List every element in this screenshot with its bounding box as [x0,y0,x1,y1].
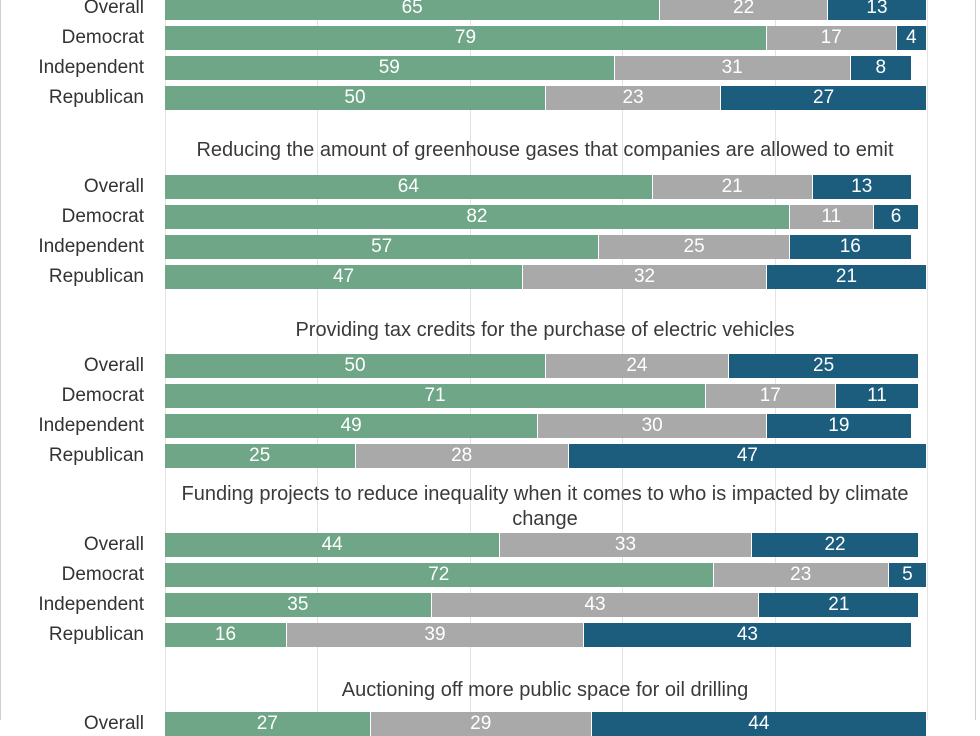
row-label: Overall [83,355,144,376]
bar-segment: 6 [873,205,919,229]
bar-segment: 44 [591,712,926,736]
group-title: Funding projects to reduce inequality wh… [181,483,909,530]
bar-segment: 72 [165,563,713,587]
row-label: Democrat [61,206,144,227]
bar-segment: 71 [165,384,706,408]
bar-segment: 21 [759,593,919,617]
row-label: Overall [83,534,144,555]
bar-segment: 64 [165,175,652,199]
bar-segment: 31 [614,56,850,80]
bar-segment: 79 [165,26,766,50]
frame-edge [975,0,976,720]
row-label: Overall [83,176,144,197]
row-label: Independent [38,415,144,436]
bar-segment: 39 [286,623,584,647]
group-title: Auctioning off more public space for oil… [341,679,749,701]
bar-segment: 16 [789,235,911,259]
bar-segment: 16 [165,623,286,647]
bar-segment: 32 [523,265,766,289]
bar-segment: 22 [751,533,919,557]
bar-segment: 65 [165,0,660,20]
group-title: Reducing the amount of greenhouse gases … [196,139,894,161]
bar-segment: 27 [721,86,926,110]
bar-segment: 33 [500,533,751,557]
group-title: Providing tax credits for the purchase o… [295,319,795,341]
bar-segment: 43 [584,623,911,647]
bar-segment: 23 [546,86,721,110]
row-label: Overall [83,713,144,734]
row-label: Democrat [61,564,144,585]
bar-segment: 49 [165,414,538,438]
bar-segment: 25 [728,354,919,378]
row-label: Republican [48,624,144,645]
bar-segment: 30 [538,414,766,438]
bar-segment: 4 [896,26,926,50]
bar-segment: 50 [165,354,545,378]
row-label: Independent [38,594,144,615]
row-label: Democrat [61,385,144,406]
row-label: Overall [83,0,144,18]
row-label: Republican [48,266,144,287]
bar-segment: 27 [165,712,370,736]
bar-segment: 24 [546,354,728,378]
row-label: Democrat [61,27,144,48]
bar-segment: 50 [165,86,545,110]
row-label: Independent [38,236,144,257]
bar-segment: 59 [165,56,614,80]
bar-segment: 25 [165,444,355,468]
row-label: Republican [48,445,144,466]
bar-segment: 13 [812,175,911,199]
bar-segment: 23 [713,563,888,587]
bar-segment: 47 [568,444,926,468]
bar-segment: 17 [706,384,835,408]
bar-segment: 19 [766,414,911,438]
bar-segment: 82 [165,205,789,229]
bar-segment: 29 [370,712,591,736]
bar-segment: 35 [165,593,431,617]
bar-segment: 21 [652,175,812,199]
bar-segment: 11 [789,205,873,229]
bar-segment: 25 [599,235,789,259]
bar-segment: 22 [660,0,827,20]
gridline [927,0,928,720]
row-label: Republican [48,87,144,108]
bar-segment: 13 [827,0,926,20]
bar-segment: 8 [850,56,911,80]
bar-segment: 21 [766,265,926,289]
bar-segment: 5 [888,563,926,587]
bar-segment: 28 [355,444,568,468]
row-label: Independent [38,57,144,78]
bar-segment: 47 [165,265,523,289]
bar-segment: 11 [835,384,919,408]
bar-segment: 57 [165,235,599,259]
bar-segment: 43 [431,593,759,617]
bar-segment: 17 [766,26,896,50]
bar-segment: 44 [165,533,500,557]
frame-edge [0,0,1,720]
